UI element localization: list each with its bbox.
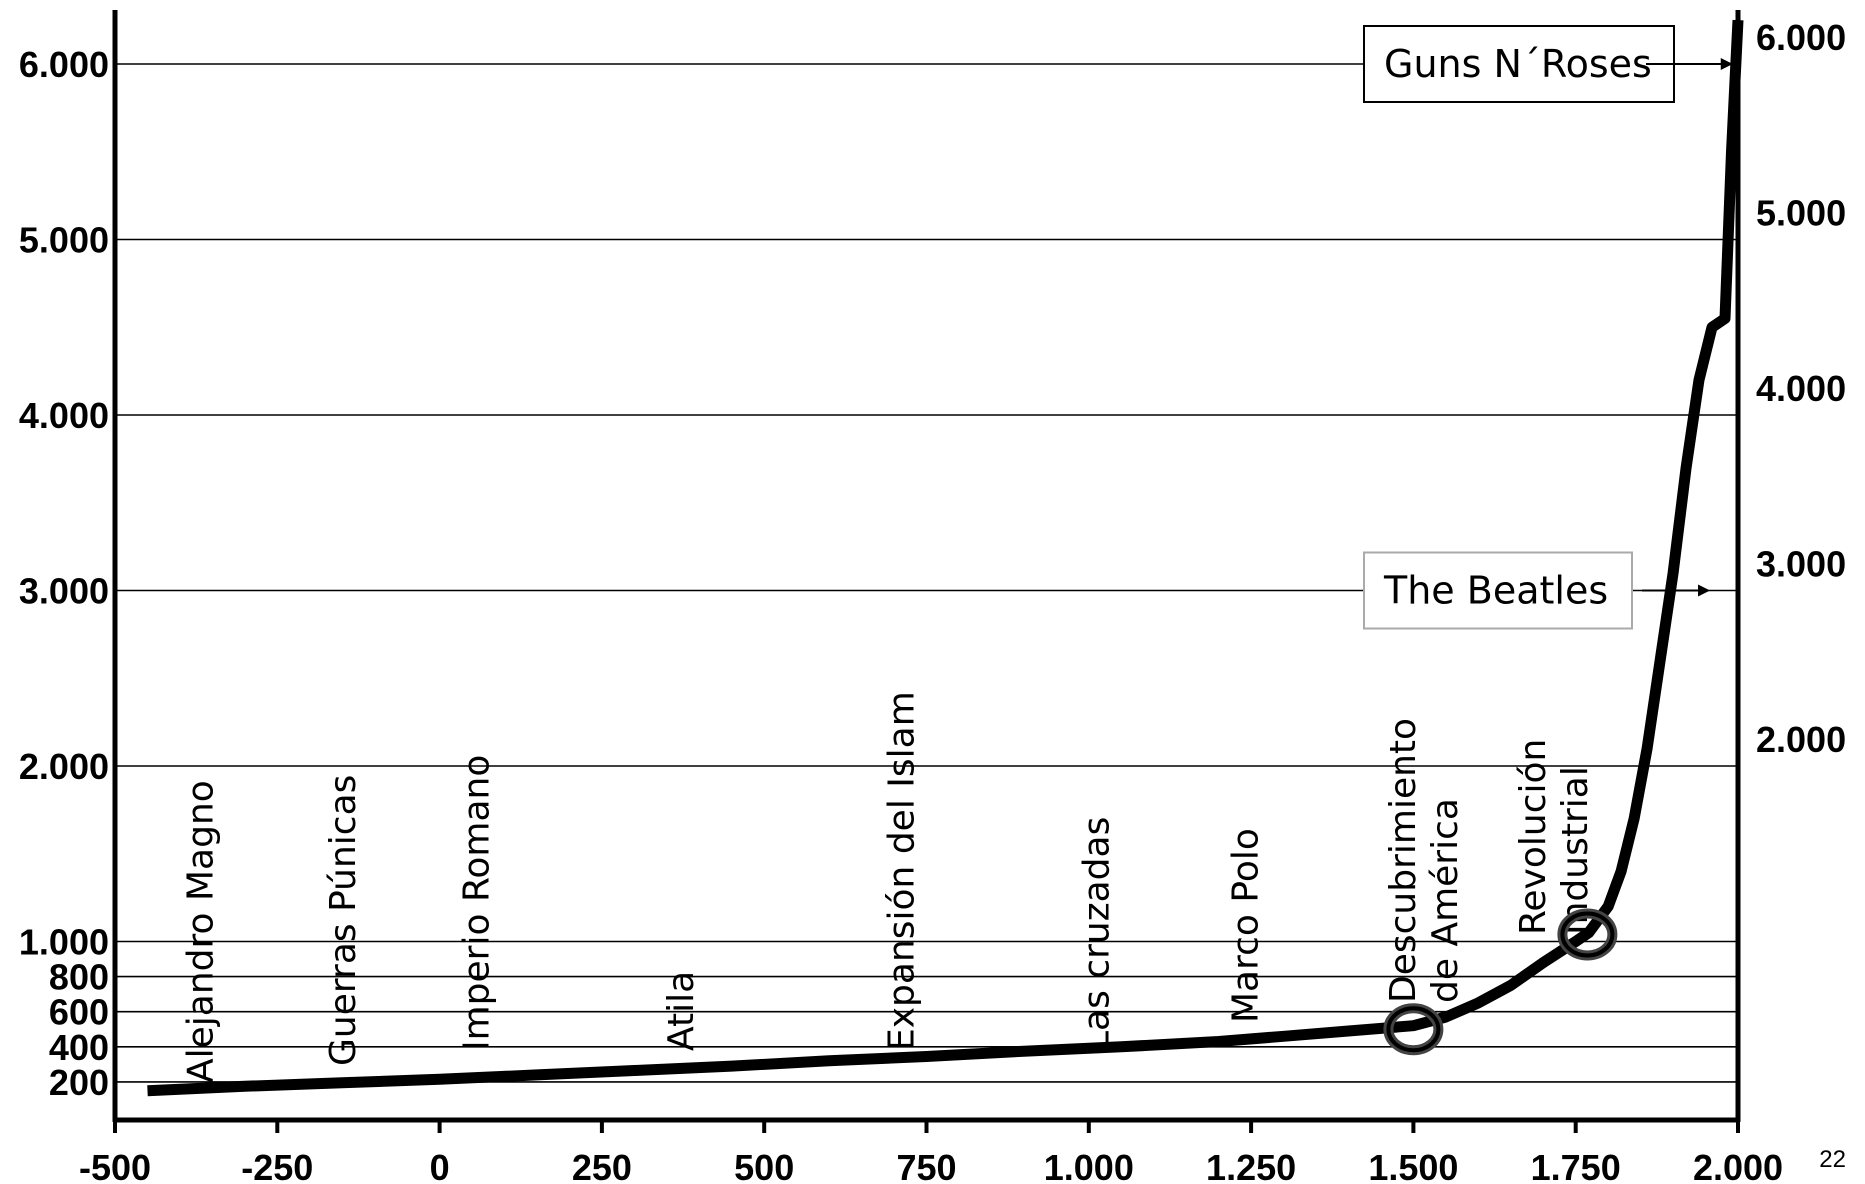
- y-tick-label-left: 200: [49, 1062, 109, 1103]
- event-label: Guerras Púnicas: [323, 775, 364, 1066]
- event-label: Las cruzadas: [1076, 817, 1117, 1051]
- axes: [112, 10, 1741, 1133]
- x-tick-label: 1.250: [1206, 1147, 1296, 1184]
- callout-arrow-head: [1698, 584, 1711, 597]
- highlight-marker-outline: [1386, 1006, 1441, 1053]
- event-labels: Alejandro Magno Guerras Púnicas Imperio Ro…: [180, 691, 1596, 1083]
- event-label: Alejandro Magno: [180, 780, 221, 1083]
- x-tick-label: 2.000: [1693, 1147, 1783, 1184]
- x-tick-label: -250: [241, 1147, 313, 1184]
- page-number: 22: [1819, 1146, 1846, 1173]
- callout-box: [1363, 551, 1633, 630]
- y-tick-label-left: 3.000: [19, 571, 109, 612]
- event-label: Industrial: [1555, 766, 1596, 935]
- y-tick-label-right: 4.000: [1756, 368, 1846, 409]
- event-label: Revolución: [1513, 739, 1554, 935]
- y-tick-label-left: 6.000: [19, 44, 109, 85]
- event-label: Marco Polo: [1226, 828, 1267, 1023]
- y-tick-label-left: 4.000: [19, 395, 109, 436]
- x-tick-label: 500: [734, 1147, 794, 1184]
- x-tick-label: -500: [79, 1147, 151, 1184]
- y-tick-label-right: 3.000: [1756, 544, 1846, 585]
- x-tick-label: 0: [430, 1147, 450, 1184]
- x-tick-label: 250: [572, 1147, 632, 1184]
- series-line: [147, 19, 1744, 1097]
- callout-text: The Beatles: [1383, 569, 1608, 613]
- y-tick-label-left: 600: [49, 992, 109, 1033]
- callouts: Guns N´Roses The Beatles: [1363, 25, 1733, 630]
- y-tick-label-right: 6.000: [1756, 17, 1846, 58]
- event-label: de América: [1425, 798, 1466, 1003]
- y-tick-label-left: 5.000: [19, 220, 109, 261]
- event-label: Imperio Romano: [456, 755, 497, 1051]
- y-tick-label-left: 400: [49, 1027, 109, 1068]
- tick-labels: 2004006008001.0002.0003.0004.0005.0006.0…: [19, 17, 1846, 1184]
- highlight-marker-outline: [1560, 911, 1615, 958]
- callout-arrow-head: [1720, 58, 1733, 70]
- y-tick-label-left: 800: [49, 957, 109, 998]
- event-label: Expansión del Islam: [882, 691, 923, 1051]
- x-tick-label: 750: [896, 1147, 956, 1184]
- x-tick-label: 1.750: [1531, 1147, 1621, 1184]
- event-label: Atila: [661, 971, 702, 1051]
- x-tick-label: 1.000: [1044, 1147, 1134, 1184]
- y-tick-label-left: 1.000: [19, 922, 109, 963]
- y-tick-label-right: 2.000: [1756, 719, 1846, 760]
- x-tick-label: 1.500: [1368, 1147, 1458, 1184]
- series: [147, 19, 1744, 1097]
- y-tick-label-left: 2.000: [19, 746, 109, 787]
- y-tick-label-right: 5.000: [1756, 193, 1846, 234]
- callout-text: Guns N´Roses: [1384, 42, 1652, 86]
- event-label: Descubrimiento: [1383, 718, 1424, 1003]
